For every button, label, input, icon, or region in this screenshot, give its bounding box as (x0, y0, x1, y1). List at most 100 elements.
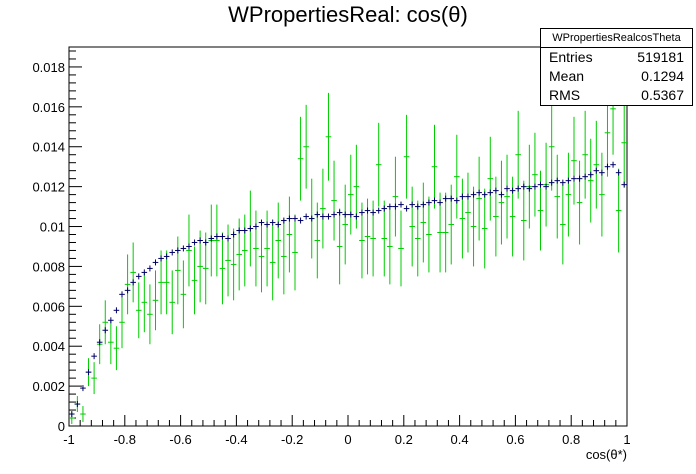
mc-point (85, 369, 92, 376)
data-point (398, 210, 404, 287)
mc-point (610, 161, 616, 168)
mc-point (398, 201, 404, 208)
data-point (286, 196, 293, 273)
x-tick-label: -1 (63, 432, 75, 447)
data-point (498, 160, 505, 245)
data-point (487, 136, 494, 221)
data-point (303, 104, 309, 189)
data-point (147, 284, 153, 345)
mc-point (236, 227, 242, 234)
mc-point (124, 287, 131, 294)
mc-point (91, 353, 97, 360)
mc-point (303, 213, 309, 220)
data-point (381, 200, 388, 277)
y-tick-label: 0.006 (32, 299, 65, 314)
data-point (431, 124, 438, 209)
mc-point (320, 213, 326, 220)
mc-point (158, 255, 164, 262)
data-point (409, 186, 415, 267)
mc-point (387, 203, 393, 210)
data-point (476, 156, 482, 241)
mc-point (621, 181, 627, 188)
mc-point (375, 207, 382, 214)
y-tick-label: 0.012 (32, 180, 65, 195)
data-point (292, 214, 298, 291)
mc-point (504, 185, 510, 192)
data-point (587, 138, 594, 223)
data-point (615, 168, 622, 253)
mc-point (599, 169, 605, 176)
mc-point (587, 171, 594, 178)
data-point (180, 260, 187, 329)
mc-point (431, 197, 438, 204)
mc-point (520, 183, 527, 190)
y-tick-label: 0.01 (40, 220, 65, 235)
mc-point (119, 291, 125, 298)
x-tick-label: -0.6 (169, 432, 191, 447)
data-point (571, 116, 577, 205)
mc-point (197, 237, 203, 244)
data-point (124, 254, 131, 315)
mc-point (448, 195, 455, 202)
mc-point (554, 177, 561, 184)
mc-point (604, 163, 611, 170)
mc-point (297, 217, 304, 224)
data-point (102, 300, 109, 345)
data-point (342, 184, 348, 265)
data-point (336, 208, 343, 285)
data-point (459, 178, 466, 259)
mc-point (141, 269, 148, 276)
stats-row-entries: Entries 519181 (541, 48, 692, 67)
data-point (230, 228, 237, 301)
y-tick-label: 0.018 (32, 60, 65, 75)
mc-point (465, 193, 471, 200)
data-point (325, 92, 332, 181)
mc-point (509, 187, 516, 194)
mc-point (571, 175, 577, 182)
data-point (565, 152, 572, 237)
mc-point (286, 215, 293, 222)
mc-point (269, 219, 276, 226)
mc-point (281, 217, 287, 224)
data-point (113, 326, 120, 371)
mc-point (426, 199, 432, 206)
mc-point (470, 191, 477, 198)
mc-point (258, 219, 265, 226)
mc-point (135, 273, 142, 280)
mc-point (208, 235, 215, 242)
mc-point (331, 211, 337, 218)
mc-point (147, 265, 153, 272)
data-point (599, 152, 605, 237)
x-tick-label: -0.2 (281, 432, 303, 447)
mc-point (582, 173, 588, 180)
stats-value: 519181 (637, 49, 684, 65)
mc-point (414, 203, 421, 210)
mc-point (515, 185, 521, 192)
data-point (387, 208, 393, 285)
mc-point (364, 207, 371, 214)
mc-point (191, 239, 198, 246)
data-point (548, 102, 555, 191)
mc-point (253, 223, 259, 230)
mc-point (403, 205, 410, 212)
mc-point (565, 177, 572, 184)
data-point (258, 220, 265, 293)
x-tick-label: 0.6 (506, 432, 524, 447)
data-point (481, 188, 488, 269)
mc-point (454, 197, 460, 204)
mc-point (152, 259, 159, 266)
x-tick-label: -0.8 (114, 432, 136, 447)
stats-value: 0.1294 (641, 68, 684, 84)
mc-point (420, 201, 427, 208)
mc-point (392, 203, 399, 210)
mc-point (102, 327, 109, 334)
mc-point (214, 233, 220, 240)
data-point (297, 116, 304, 201)
data-point (108, 320, 114, 365)
mc-point (325, 213, 332, 220)
data-point (392, 156, 399, 237)
data-point (420, 182, 427, 263)
mc-point (437, 199, 443, 206)
stats-box-name: WPropertiesRealcosTheta (541, 29, 692, 48)
